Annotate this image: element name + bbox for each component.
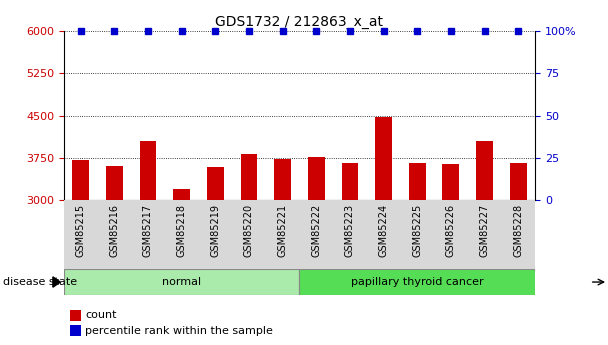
Text: disease state: disease state bbox=[3, 277, 77, 287]
Bar bbox=[64, 269, 299, 295]
Text: GSM85217: GSM85217 bbox=[143, 204, 153, 257]
Bar bbox=[476, 141, 493, 200]
Text: GSM85220: GSM85220 bbox=[244, 204, 254, 257]
Bar bbox=[72, 159, 89, 200]
Text: GSM85226: GSM85226 bbox=[446, 204, 456, 257]
Bar bbox=[443, 164, 459, 200]
Bar bbox=[375, 117, 392, 200]
Text: GSM85227: GSM85227 bbox=[480, 204, 489, 257]
Bar bbox=[106, 166, 123, 200]
Text: papillary thyroid cancer: papillary thyroid cancer bbox=[351, 277, 483, 287]
Text: GSM85216: GSM85216 bbox=[109, 204, 119, 257]
Text: GSM85223: GSM85223 bbox=[345, 204, 355, 257]
Text: GSM85215: GSM85215 bbox=[75, 204, 86, 257]
Bar bbox=[173, 189, 190, 200]
Text: count: count bbox=[85, 310, 117, 320]
Text: normal: normal bbox=[162, 277, 201, 287]
Bar bbox=[274, 159, 291, 200]
Bar bbox=[342, 164, 358, 200]
Text: GSM85228: GSM85228 bbox=[513, 204, 523, 257]
Bar bbox=[409, 164, 426, 200]
Bar bbox=[308, 157, 325, 200]
Title: GDS1732 / 212863_x_at: GDS1732 / 212863_x_at bbox=[215, 14, 384, 29]
Text: GSM85221: GSM85221 bbox=[278, 204, 288, 257]
Text: GSM85219: GSM85219 bbox=[210, 204, 220, 257]
Text: GSM85225: GSM85225 bbox=[412, 204, 422, 257]
Text: GSM85218: GSM85218 bbox=[177, 204, 187, 257]
Text: GSM85224: GSM85224 bbox=[379, 204, 389, 257]
Bar bbox=[207, 167, 224, 200]
Bar bbox=[140, 141, 156, 200]
Bar bbox=[299, 269, 535, 295]
Bar bbox=[510, 163, 527, 200]
Text: GSM85222: GSM85222 bbox=[311, 204, 321, 257]
Bar bbox=[241, 154, 257, 200]
Text: percentile rank within the sample: percentile rank within the sample bbox=[85, 326, 273, 336]
